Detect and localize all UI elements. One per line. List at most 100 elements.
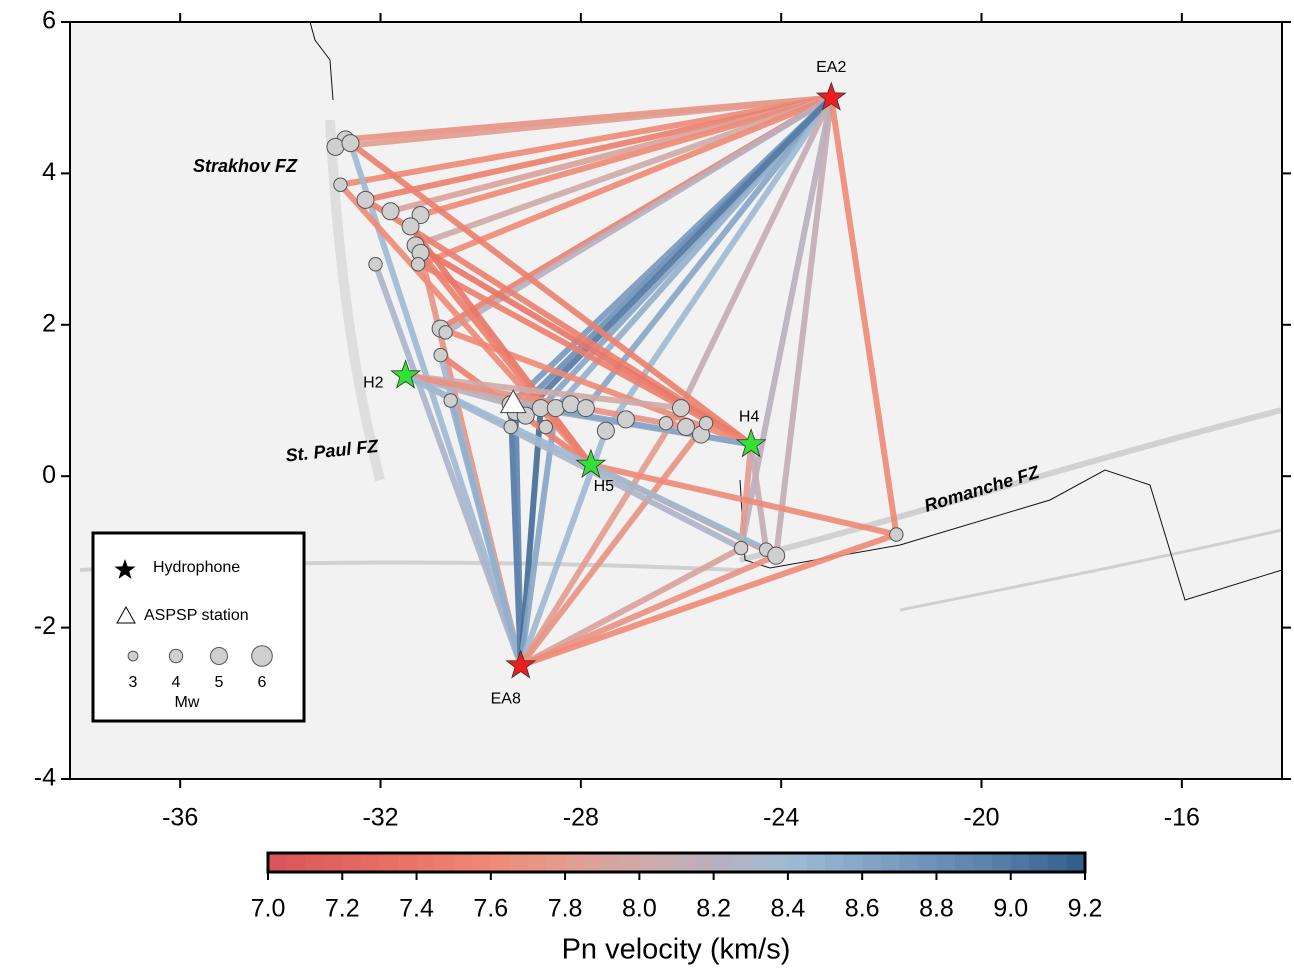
event xyxy=(678,418,695,435)
y-tick-label: 0 xyxy=(42,461,56,489)
event xyxy=(577,400,594,417)
legend-size-symbol xyxy=(128,651,138,661)
colorbar-segment xyxy=(324,853,343,872)
colorbar-segment xyxy=(899,853,918,872)
colorbar-segment xyxy=(417,853,436,872)
colorbar-segment xyxy=(472,853,491,872)
colorbar-segment xyxy=(844,853,863,872)
colorbar-segment xyxy=(1066,853,1085,872)
colorbar-segment xyxy=(714,853,733,872)
y-tick-label: 6 xyxy=(42,7,56,35)
colorbar-tick-label: 8.4 xyxy=(771,895,806,923)
y-tick-label: 2 xyxy=(42,309,56,337)
legend: Hydrophone ASPSP station Mw 3 4 5 6 xyxy=(93,533,304,721)
colorbar-segment xyxy=(955,853,974,872)
y-tick-label: 4 xyxy=(42,158,56,186)
colorbar-segment xyxy=(732,853,751,872)
hydrophone-label: H2 xyxy=(363,375,384,392)
legend-label: ASPSP station xyxy=(144,607,249,624)
legend-size-symbol xyxy=(169,649,182,662)
colorbar-tick-label: 8.8 xyxy=(919,895,954,923)
legend-size-symbol xyxy=(252,646,273,667)
colorbar-segment xyxy=(584,853,603,872)
event xyxy=(434,348,447,361)
colorbar-tick-label: 9.2 xyxy=(1068,895,1103,923)
colorbar-segment xyxy=(658,853,677,872)
colorbar-segment xyxy=(602,853,621,872)
event xyxy=(504,420,517,433)
colorbar-tick-label: 8.2 xyxy=(696,895,731,923)
colorbar-segment xyxy=(361,853,380,872)
hydrophone-label: EA8 xyxy=(491,691,521,708)
legend-size-label: 5 xyxy=(215,674,224,691)
annotation: Strakhov FZ xyxy=(193,156,298,176)
hydrophone-label: H5 xyxy=(594,478,615,495)
event xyxy=(334,178,347,191)
colorbar-segment xyxy=(547,853,566,872)
colorbar-tick-label: 8.0 xyxy=(622,895,657,923)
legend-size-symbol xyxy=(211,648,228,665)
colorbar-segment xyxy=(639,853,658,872)
colorbar-segment xyxy=(342,853,361,872)
colorbar-segment xyxy=(806,853,825,872)
colorbar-tick-label: 7.4 xyxy=(399,895,434,923)
legend-title: Mw xyxy=(175,694,200,711)
colorbar-segment xyxy=(751,853,770,872)
event xyxy=(382,203,399,220)
event xyxy=(411,258,424,271)
colorbar-segment xyxy=(974,853,993,872)
event xyxy=(617,411,634,428)
hydrophone-label: EA2 xyxy=(816,59,846,76)
colorbar-segment xyxy=(528,853,547,872)
event xyxy=(659,417,672,430)
colorbar-segment xyxy=(677,853,696,872)
colorbar-segment xyxy=(862,853,881,872)
x-tick-label: -36 xyxy=(162,804,198,832)
event xyxy=(539,420,552,433)
colorbar-segment xyxy=(565,853,584,872)
colorbar-segment xyxy=(769,853,788,872)
colorbar-segment xyxy=(398,853,417,872)
legend-size-label: 3 xyxy=(129,674,138,691)
colorbar-segment xyxy=(825,853,844,872)
colorbar-segment xyxy=(1029,853,1048,872)
x-tick-label: -20 xyxy=(963,804,999,832)
event xyxy=(327,138,344,155)
colorbar-segment xyxy=(1048,853,1067,872)
x-tick-label: -32 xyxy=(362,804,398,832)
colorbar-segment xyxy=(305,853,324,872)
colorbar-segment xyxy=(1011,853,1030,872)
event xyxy=(402,218,419,235)
event xyxy=(532,400,549,417)
event xyxy=(444,394,457,407)
event xyxy=(369,258,382,271)
colorbar-segment xyxy=(287,853,306,872)
legend-size-label: 4 xyxy=(172,674,181,691)
event xyxy=(439,326,452,339)
x-tick-label: -24 xyxy=(763,804,799,832)
colorbar-segment xyxy=(881,853,900,872)
colorbar-tick-label: 7.2 xyxy=(325,895,360,923)
legend-label: Hydrophone xyxy=(153,559,240,576)
colorbar-segment xyxy=(918,853,937,872)
event xyxy=(768,547,785,564)
colorbar-segment xyxy=(268,853,287,872)
map-figure: EA2EA8H2H4H5 Strakhov FZ St. Paul FZ Rom… xyxy=(0,0,1294,971)
colorbar-label: Pn velocity (km/s) xyxy=(562,934,791,966)
colorbar-segment xyxy=(379,853,398,872)
event xyxy=(890,528,903,541)
event xyxy=(699,417,712,430)
event xyxy=(547,400,564,417)
legend-size-label: 6 xyxy=(258,674,267,691)
colorbar-tick-label: 7.6 xyxy=(473,895,508,923)
colorbar-segment xyxy=(788,853,807,872)
colorbar-segment xyxy=(491,853,510,872)
event xyxy=(734,541,747,554)
colorbar-segment xyxy=(992,853,1011,872)
event xyxy=(342,135,359,152)
x-tick-label: -28 xyxy=(563,804,599,832)
event xyxy=(562,396,579,413)
colorbar-tick-label: 8.6 xyxy=(845,895,880,923)
hydrophone-label: H4 xyxy=(739,409,760,426)
